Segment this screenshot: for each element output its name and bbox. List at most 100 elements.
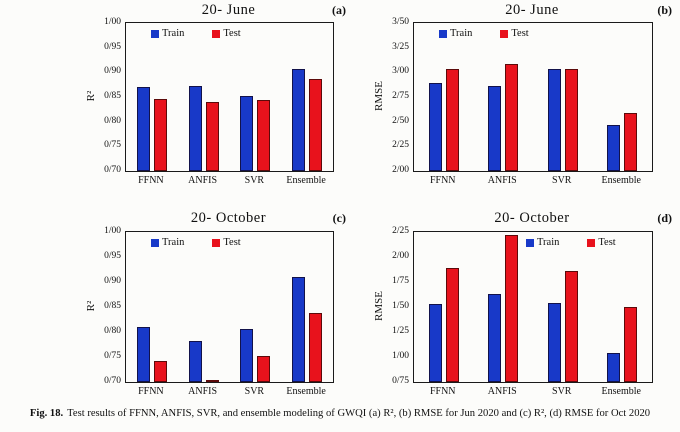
y-tick-label: 0/90 (104, 276, 121, 286)
bar-train-svr (547, 69, 561, 171)
bar-train-anfis (488, 86, 502, 171)
y-tick-label: 1/00 (104, 17, 121, 27)
test-swatch-icon (212, 238, 221, 247)
x-axis-labels: FFNN ANFIS SVR Ensemble (413, 386, 651, 400)
y-tick-label: 2/50 (392, 115, 409, 126)
bar-train-svr (240, 95, 254, 171)
x-category-label: Ensemble (601, 386, 641, 397)
figure-caption: Fig. 18. Test results of FFNN, ANFIS, SVR… (0, 408, 680, 419)
x-category-label: ANFIS (487, 175, 517, 186)
y-tick-label: 0/70 (104, 376, 121, 386)
y-tick-label: 3/00 (392, 66, 409, 77)
y-tick-label: 1/00 (392, 351, 409, 361)
bar-test-ffnn (445, 268, 459, 382)
legend-item-test: Test (500, 28, 529, 39)
x-category-label: SVR (552, 175, 572, 186)
y-tick-label: 1/50 (392, 301, 409, 311)
y-tick-label: 1/00 (104, 226, 121, 236)
plot-area: Train Test (413, 231, 653, 383)
chart-october-r2: 20- October (c) R² 1/00 0/95 0/90 0/85 0/80 0… (58, 208, 350, 410)
x-category-label: ANFIS (188, 386, 218, 397)
y-tick-labels: 3/50 3/25 3/00 2/75 2/50 2/25 2/00 (371, 17, 411, 175)
y-tick-label: 3/25 (392, 41, 409, 52)
legend-item-train: Train (439, 28, 472, 39)
legend-item-test: Test (212, 28, 241, 39)
panel-letter: (d) (657, 211, 672, 225)
caption-prefix: Fig. 18. (29, 408, 64, 419)
bar-test-svr (564, 271, 578, 382)
bar-train-ffnn (428, 83, 442, 171)
chart-june-rmse: 20- June (b) RMSE 3/50 3/25 3/00 2/75 2/50 2/… (342, 2, 676, 204)
x-category-label: FFNN (429, 175, 456, 186)
x-axis-labels: FFNN ANFIS SVR Ensemble (125, 386, 332, 400)
bar-test-svr (564, 69, 578, 171)
bar-train-anfis (188, 85, 202, 171)
bar-test-ensemble (624, 112, 638, 171)
chart-october-rmse: 20- October (d) RMSE 2/25 2/00 1/75 1/50 1/2… (342, 208, 676, 410)
x-category-label: Ensemble (286, 175, 326, 186)
y-tick-label: 2/00 (392, 165, 409, 175)
bar-test-ffnn (153, 99, 167, 171)
legend-train-label: Train (537, 237, 560, 248)
y-tick-label: 0/85 (104, 91, 121, 101)
train-swatch-icon (151, 238, 159, 247)
x-category-label: SVR (552, 386, 572, 397)
legend-test-label: Test (223, 237, 241, 248)
chart-june-r2: 20- June (a) R² 1/00 0/95 0/90 0/85 0/80 0/75… (58, 2, 350, 204)
plot-area: Train Test (125, 231, 334, 383)
x-axis-labels: FFNN ANFIS SVR Ensemble (413, 175, 651, 189)
x-category-label: FFNN (138, 175, 164, 186)
legend-train-label: Train (162, 237, 185, 248)
x-category-label: ANFIS (487, 386, 517, 397)
x-category-label: ANFIS (188, 175, 218, 186)
chart-title: 20- June (505, 2, 559, 18)
legend-item-train: Train (526, 237, 559, 248)
chart-title: 20- October (494, 210, 570, 226)
bar-train-ensemble (607, 353, 621, 382)
y-tick-label: 2/00 (392, 251, 409, 261)
panel-letter: (c) (332, 211, 346, 225)
legend: Train Test (151, 28, 241, 39)
train-swatch-icon (151, 29, 159, 38)
y-tick-label: 0/75 (104, 351, 121, 361)
legend-train-label: Train (450, 28, 473, 39)
train-swatch-icon (439, 29, 447, 38)
y-tick-label: 0/70 (104, 165, 121, 175)
bar-train-svr (547, 303, 561, 382)
bar-test-ensemble (309, 79, 323, 171)
bar-test-ffnn (445, 69, 459, 171)
x-category-label: SVR (244, 175, 265, 186)
test-swatch-icon (587, 238, 596, 247)
y-tick-label: 0/95 (104, 41, 121, 52)
y-tick-label: 2/25 (392, 140, 409, 151)
bar-test-svr (257, 99, 271, 171)
x-axis-labels: FFNN ANFIS SVR Ensemble (125, 175, 332, 189)
y-tick-label: 0/80 (104, 115, 121, 126)
bar-test-ensemble (624, 307, 638, 382)
y-tick-label: 0/90 (104, 66, 121, 77)
y-tick-label: 1/75 (392, 276, 409, 286)
caption-text: Test results of FFNN, ANFIS, SVR, and en… (67, 408, 651, 419)
bar-test-anfis (205, 380, 219, 382)
x-category-label: FFNN (429, 386, 456, 397)
chart-title: 20- October (190, 210, 267, 226)
test-swatch-icon (212, 29, 221, 38)
bar-test-anfis (505, 64, 519, 171)
bar-test-anfis (205, 102, 219, 171)
legend-item-test: Test (587, 237, 616, 248)
legend-item-test: Test (212, 237, 241, 248)
y-tick-labels: 1/00 0/95 0/90 0/85 0/80 0/75 0/70 (83, 17, 123, 175)
x-category-label: Ensemble (601, 175, 641, 186)
legend-train-label: Train (162, 28, 185, 39)
bar-test-ensemble (309, 312, 323, 382)
legend-test-label: Test (598, 237, 616, 248)
y-tick-label: 0/75 (392, 376, 409, 386)
bar-train-ensemble (607, 124, 621, 171)
bar-test-svr (257, 356, 271, 382)
legend: Train Test (439, 28, 529, 39)
test-swatch-icon (500, 29, 509, 38)
y-tick-label: 2/75 (392, 91, 409, 101)
y-tick-label: 0/85 (104, 301, 121, 311)
y-tick-label: 0/80 (104, 326, 121, 336)
